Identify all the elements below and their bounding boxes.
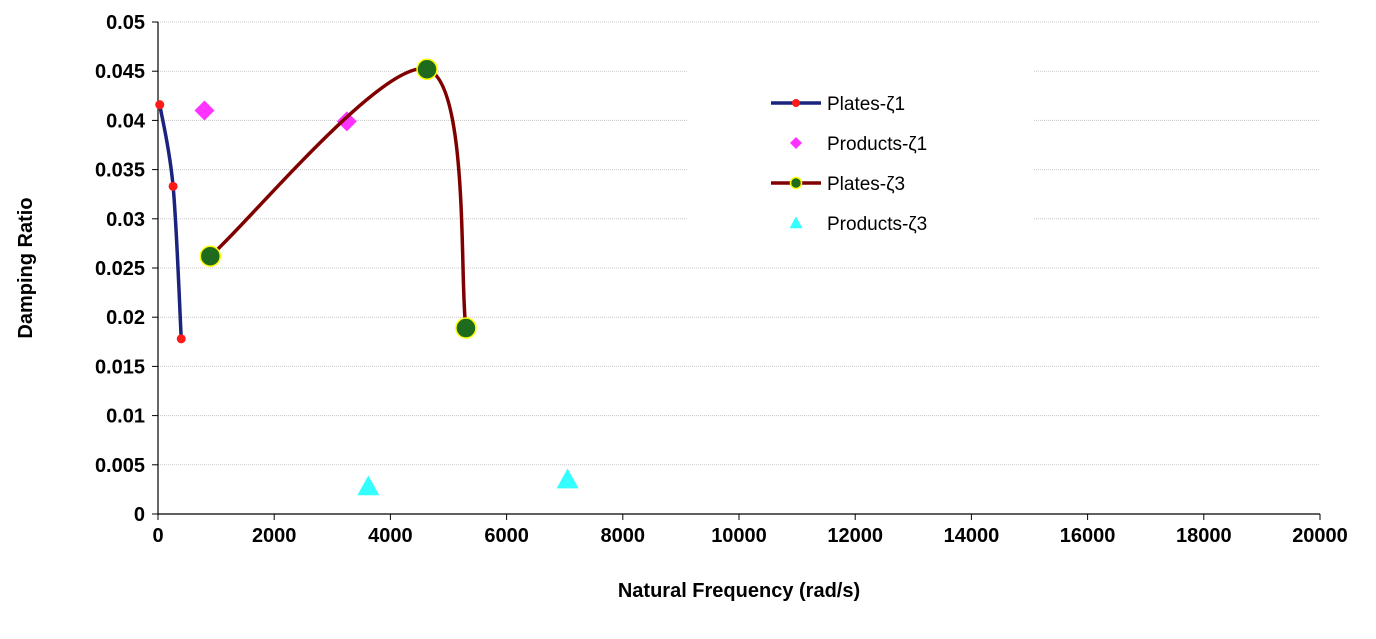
data-point — [455, 317, 477, 339]
y-tick-labels: 0 0.005 0.01 0.015 0.02 0.025 0.03 0.035 0.04 0.0… — [95, 12, 146, 526]
data-point — [194, 100, 215, 121]
legend-item: Plates-ζ1 — [771, 94, 905, 115]
series-2 — [194, 100, 357, 132]
data-point — [176, 334, 186, 344]
series-layer — [155, 58, 579, 496]
y-tick-label: 0 — [134, 504, 145, 526]
legend-label: Plates-ζ3 — [827, 174, 905, 195]
x-tick-label: 10000 — [711, 525, 767, 547]
series-3 — [199, 58, 477, 339]
y-tick-label: 0.05 — [106, 12, 145, 34]
x-tick-label: 16000 — [1060, 525, 1116, 547]
series-4 — [357, 468, 579, 496]
data-point — [357, 475, 380, 496]
data-point — [556, 468, 579, 489]
x-tick-label: 0 — [152, 525, 163, 547]
x-tick-label: 6000 — [484, 525, 529, 547]
y-tick-label: 0.035 — [95, 160, 145, 182]
y-tick-label: 0.02 — [106, 307, 145, 329]
x-tick-labels: 0 2000 4000 6000 8000 10000 12000 14000 16000 180… — [152, 525, 1347, 547]
data-point — [155, 100, 165, 110]
y-tick-label: 0.045 — [95, 61, 145, 83]
legend-marker — [790, 137, 802, 149]
y-tick-label: 0.025 — [95, 258, 145, 280]
y-tick-label: 0.005 — [95, 455, 145, 477]
legend-marker — [792, 99, 800, 107]
y-tick-label: 0.03 — [106, 209, 145, 231]
x-axis-title: Natural Frequency (rad/s) — [618, 580, 860, 602]
data-point — [416, 58, 438, 80]
y-tick-label: 0.015 — [95, 356, 145, 378]
x-tick-label: 8000 — [601, 525, 646, 547]
x-tick-label: 12000 — [827, 525, 883, 547]
legend: Plates-ζ1 Products-ζ1 Plates-ζ3 Products-ζ3 — [688, 64, 1034, 250]
legend-label: Products-ζ1 — [827, 134, 927, 155]
legend-item: Products-ζ3 — [789, 214, 927, 235]
series-1 — [155, 100, 186, 344]
legend-label: Plates-ζ1 — [827, 94, 905, 115]
legend-marker — [789, 176, 803, 190]
data-point — [199, 245, 222, 267]
series-line — [158, 104, 183, 339]
data-point — [168, 181, 178, 191]
y-tick-label: 0.01 — [106, 406, 145, 428]
legend-marker — [789, 216, 803, 229]
legend-box — [688, 64, 1034, 250]
y-axis-title: Damping Ratio — [15, 197, 37, 338]
x-tick-label: 20000 — [1292, 525, 1348, 547]
x-tick-label: 4000 — [368, 525, 413, 547]
legend-item: Plates-ζ3 — [771, 174, 905, 195]
series-line — [209, 67, 468, 329]
legend-label: Products-ζ3 — [827, 214, 927, 235]
y-tick-label: 0.04 — [106, 110, 146, 132]
x-tick-label: 2000 — [252, 525, 297, 547]
data-point — [336, 111, 357, 132]
x-tick-label: 14000 — [944, 525, 1000, 547]
legend-item: Products-ζ1 — [790, 134, 927, 155]
x-tick-label: 18000 — [1176, 525, 1232, 547]
